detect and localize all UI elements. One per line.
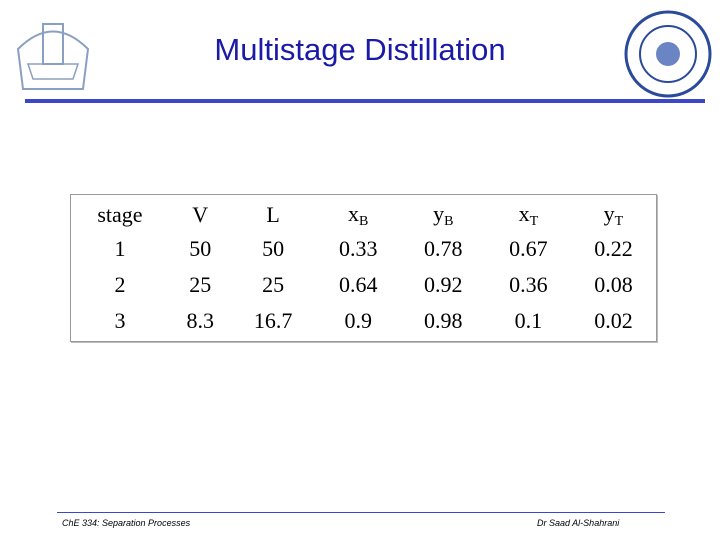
header-text: x bbox=[348, 200, 360, 226]
data-cell: 0.33 bbox=[338, 236, 378, 261]
data-row: 3 8.3 16.7 0.9 0.98 0.1 0.02 bbox=[70, 304, 656, 338]
data-row: 1 50 50 0.33 0.78 0.67 0.22 bbox=[70, 232, 656, 266]
table-frame bbox=[70, 194, 657, 342]
header-text: V bbox=[192, 202, 209, 227]
header-text: y bbox=[603, 200, 615, 226]
right-logo bbox=[624, 10, 712, 98]
data-cell: 0.64 bbox=[338, 272, 378, 297]
data-cell: 2 bbox=[114, 272, 126, 297]
data-cell: 50 bbox=[189, 236, 212, 261]
header-text: y bbox=[433, 200, 445, 226]
data-cell: 1 bbox=[114, 236, 126, 261]
data-cell: 0.67 bbox=[509, 236, 548, 261]
data-cell: 0.78 bbox=[424, 236, 463, 261]
data-cell: 16.7 bbox=[253, 308, 293, 333]
header-subscript: B bbox=[359, 213, 369, 229]
header-subscript: T bbox=[529, 213, 539, 229]
data-cell: 0.9 bbox=[344, 308, 372, 333]
footer-left: ChE 334: Separation Processes bbox=[62, 518, 191, 528]
header-cell: stage bbox=[70, 198, 170, 232]
data-cell: 0.08 bbox=[594, 272, 633, 297]
data-cell: 8.3 bbox=[186, 308, 215, 333]
data-cell: 0.98 bbox=[424, 308, 463, 333]
data-row: 2 25 25 0.64 0.92 0.36 0.08 bbox=[70, 266, 656, 304]
header-cell: xT bbox=[486, 198, 571, 232]
footer-right: Dr Saad Al-Shahrani bbox=[537, 518, 620, 528]
data-cell: 25 bbox=[189, 272, 212, 297]
left-logo bbox=[16, 23, 90, 90]
header-cell: xB bbox=[316, 198, 401, 232]
header-cell: yB bbox=[401, 198, 486, 232]
data-cell: 3 bbox=[114, 308, 126, 333]
data-cell: 0.1 bbox=[514, 308, 543, 333]
data-cell: 0.92 bbox=[424, 272, 463, 297]
header-cell: L bbox=[231, 198, 316, 232]
data-cell: 25 bbox=[262, 272, 285, 297]
data-cell: 0.22 bbox=[594, 236, 633, 261]
footer-rule bbox=[57, 512, 665, 513]
data-cell: 50 bbox=[262, 236, 285, 261]
data-cell: 0.36 bbox=[509, 272, 548, 297]
header-subscript: T bbox=[614, 213, 624, 229]
title-rule bbox=[25, 99, 705, 103]
header-text: x bbox=[518, 200, 530, 226]
header-cell: yT bbox=[571, 198, 656, 232]
slide-title: Multistage Distillation bbox=[214, 32, 506, 67]
header-text: stage bbox=[97, 202, 143, 227]
header-cell: V bbox=[170, 198, 231, 232]
header-text: L bbox=[266, 202, 280, 227]
data-cell: 0.02 bbox=[594, 308, 633, 333]
header-subscript: B bbox=[444, 213, 454, 229]
